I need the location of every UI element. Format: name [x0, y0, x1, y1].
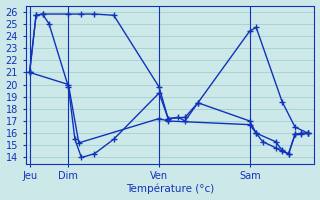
X-axis label: Température (°c): Température (°c)	[126, 184, 214, 194]
